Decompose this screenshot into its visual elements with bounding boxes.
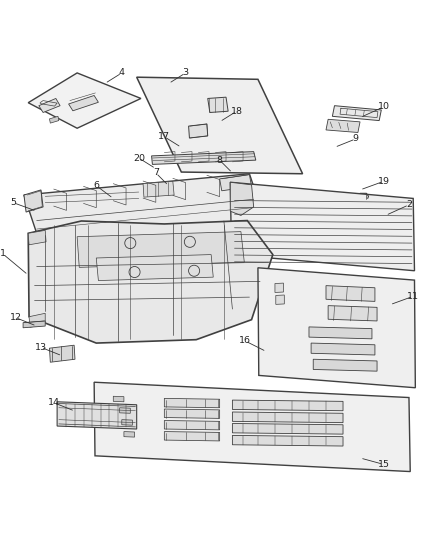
Polygon shape <box>28 230 46 245</box>
Polygon shape <box>276 295 284 304</box>
Polygon shape <box>122 419 132 425</box>
Polygon shape <box>96 255 213 280</box>
Text: 13: 13 <box>35 343 47 352</box>
Polygon shape <box>275 283 283 293</box>
Polygon shape <box>69 95 99 111</box>
Text: 20: 20 <box>133 154 145 163</box>
Polygon shape <box>137 77 303 174</box>
Polygon shape <box>332 106 381 120</box>
Polygon shape <box>328 305 377 321</box>
Polygon shape <box>309 327 372 339</box>
Polygon shape <box>113 396 124 402</box>
Polygon shape <box>164 432 219 441</box>
Text: 1: 1 <box>0 249 6 258</box>
Text: 19: 19 <box>378 177 389 186</box>
Polygon shape <box>326 119 360 133</box>
Text: 16: 16 <box>239 336 251 345</box>
Polygon shape <box>23 321 45 328</box>
Polygon shape <box>258 268 415 387</box>
Polygon shape <box>311 343 375 355</box>
Polygon shape <box>230 182 254 215</box>
Polygon shape <box>233 412 343 423</box>
Polygon shape <box>124 432 134 437</box>
Polygon shape <box>94 382 410 472</box>
Text: 17: 17 <box>158 132 170 141</box>
Polygon shape <box>164 398 219 408</box>
Text: 14: 14 <box>48 398 60 407</box>
Text: 3: 3 <box>183 68 189 77</box>
Polygon shape <box>233 400 343 411</box>
Text: 9: 9 <box>353 134 359 143</box>
Polygon shape <box>208 97 228 112</box>
Text: 6: 6 <box>93 181 99 190</box>
Text: 8: 8 <box>217 156 223 165</box>
Text: 11: 11 <box>407 292 419 301</box>
Polygon shape <box>143 181 174 197</box>
Polygon shape <box>29 313 45 327</box>
Polygon shape <box>233 424 343 434</box>
Polygon shape <box>230 182 414 271</box>
Polygon shape <box>164 409 219 418</box>
Polygon shape <box>77 232 244 268</box>
Polygon shape <box>49 345 75 362</box>
Polygon shape <box>24 190 43 212</box>
Text: 5: 5 <box>11 198 16 207</box>
Text: 2: 2 <box>406 200 412 209</box>
Polygon shape <box>152 151 256 164</box>
Text: 7: 7 <box>153 168 159 177</box>
Polygon shape <box>49 116 59 123</box>
Polygon shape <box>120 408 130 413</box>
Polygon shape <box>57 402 137 429</box>
Polygon shape <box>189 124 208 138</box>
Polygon shape <box>39 99 60 112</box>
Polygon shape <box>233 435 343 446</box>
Text: 4: 4 <box>119 68 125 77</box>
Polygon shape <box>313 359 377 371</box>
Polygon shape <box>28 221 273 343</box>
Polygon shape <box>164 421 219 430</box>
Text: 15: 15 <box>378 460 389 469</box>
Text: 10: 10 <box>378 102 389 111</box>
Polygon shape <box>28 73 141 128</box>
Polygon shape <box>24 174 266 246</box>
Text: 18: 18 <box>231 107 243 116</box>
Polygon shape <box>326 286 375 301</box>
Text: 12: 12 <box>10 313 21 322</box>
Polygon shape <box>219 175 251 191</box>
